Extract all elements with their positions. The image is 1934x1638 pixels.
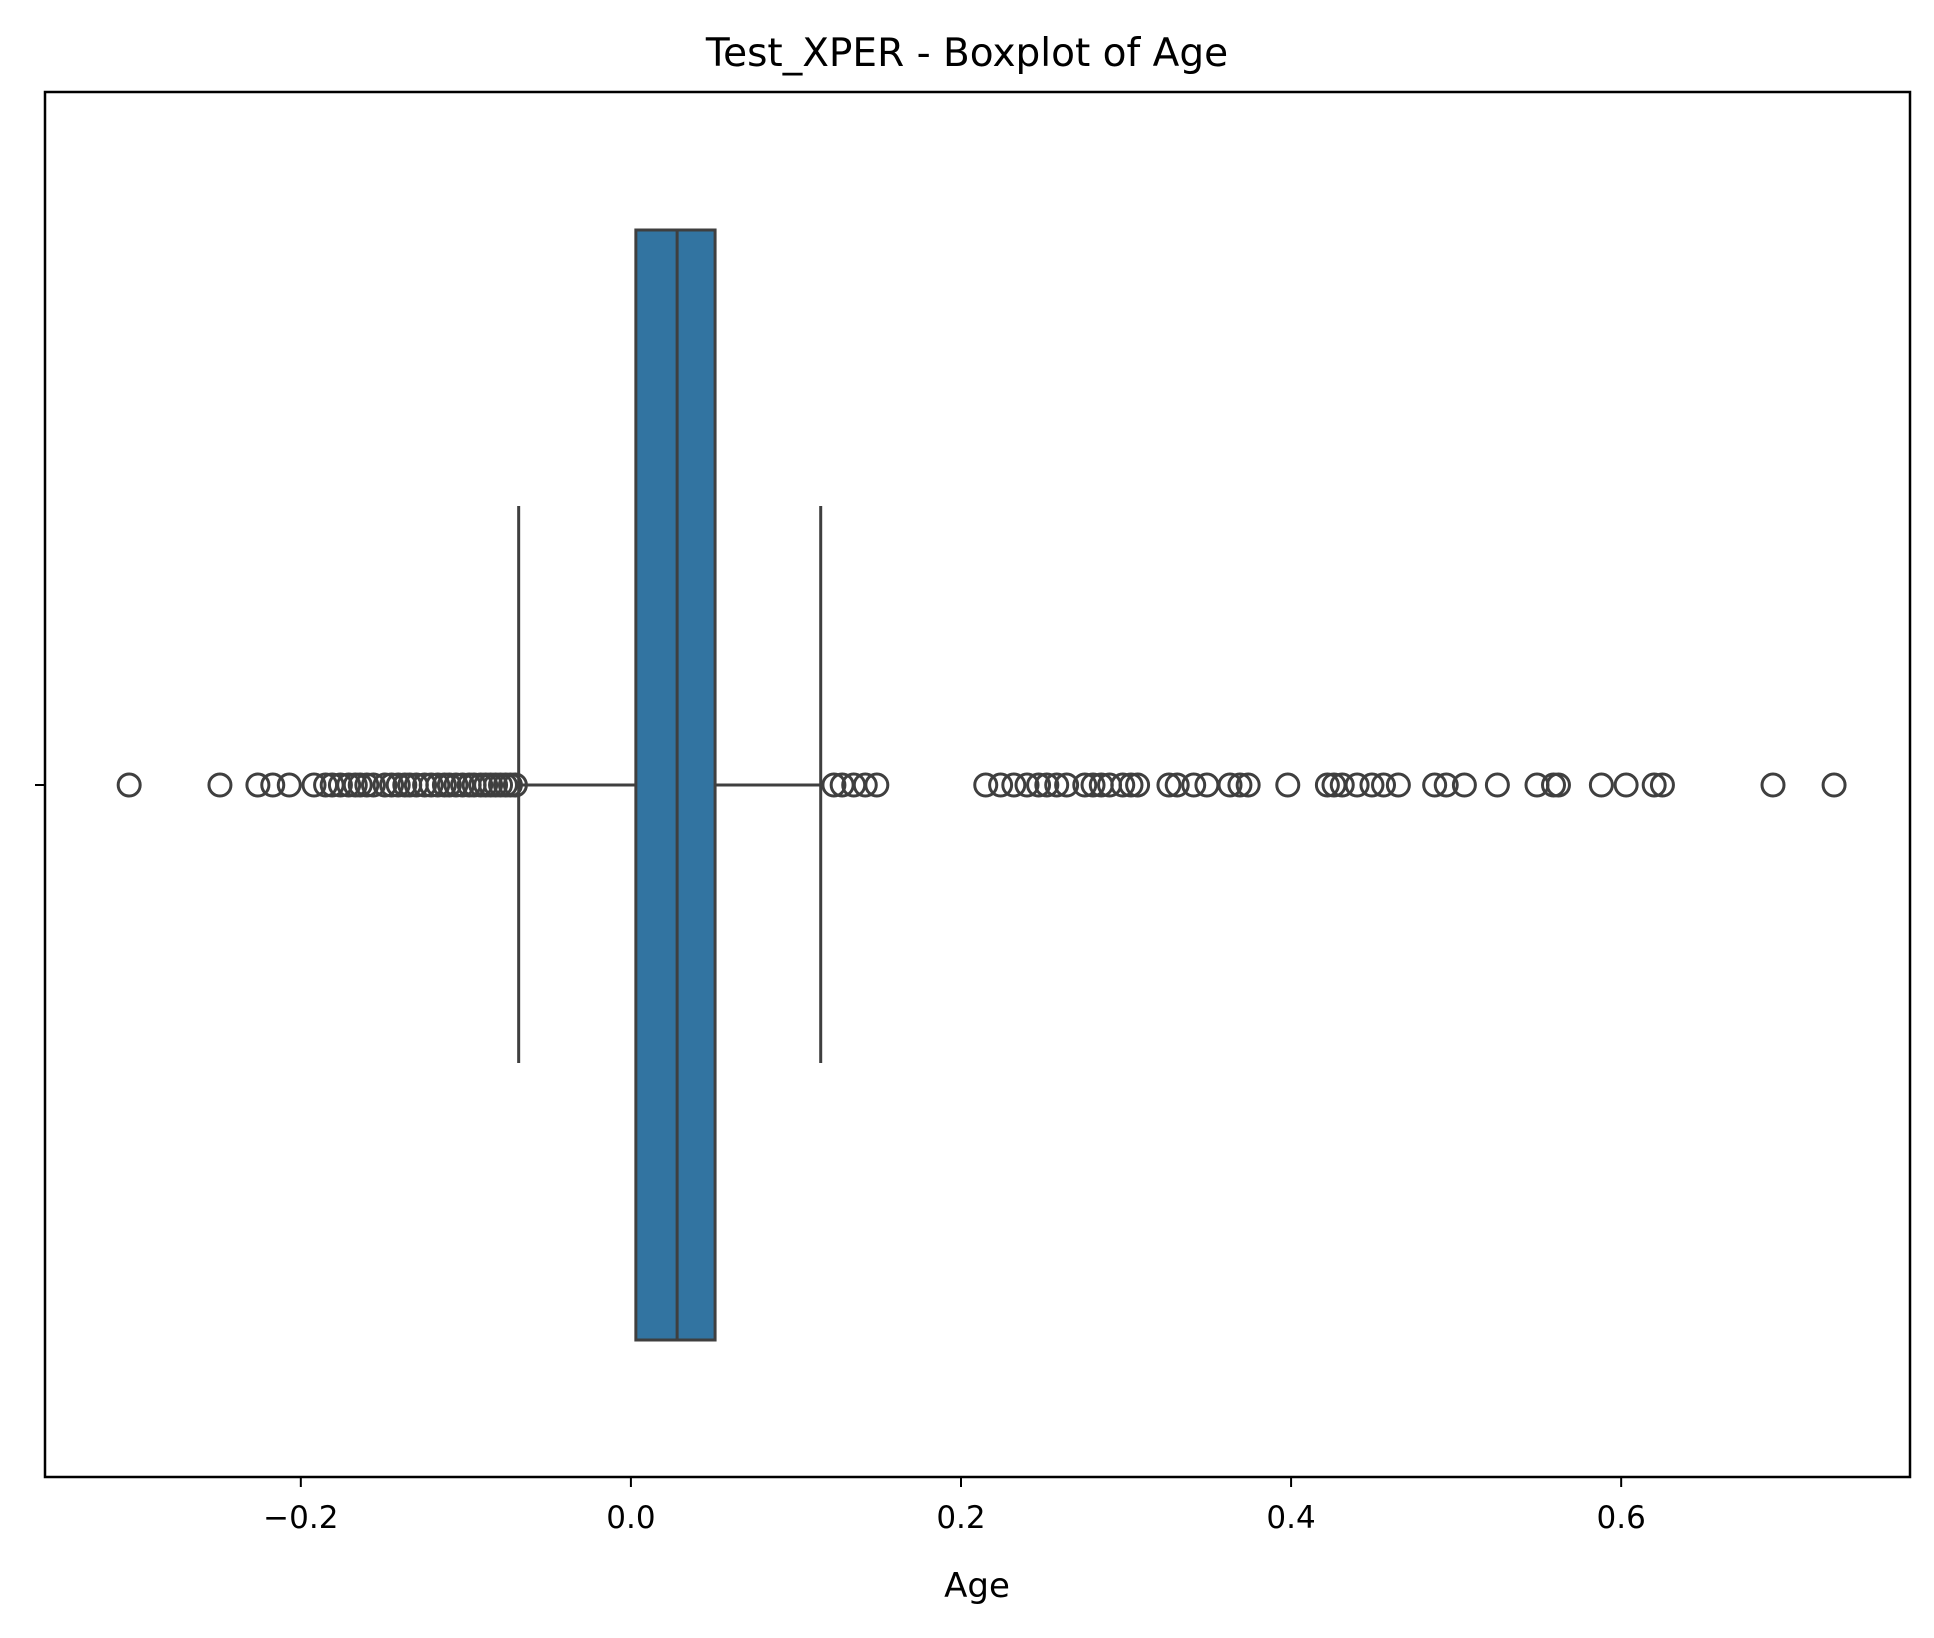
outlier-point	[973, 772, 999, 798]
outlier-point	[1545, 772, 1571, 798]
outlier-point	[372, 772, 398, 798]
outlier-point	[360, 772, 386, 798]
outlier-point	[347, 772, 373, 798]
outlier-point	[1314, 772, 1340, 798]
outlier-point	[276, 772, 302, 798]
outlier-point	[1371, 772, 1397, 798]
x-tick-label: 0.0	[606, 1500, 655, 1536]
outlier-point	[988, 772, 1014, 798]
outlier-point	[245, 772, 271, 798]
outlier-point	[821, 772, 847, 798]
outlier-point	[1275, 772, 1301, 798]
outlier-point	[1125, 772, 1151, 798]
outlier-point	[418, 772, 444, 798]
outlier-point	[1034, 772, 1060, 798]
x-tick-label: −0.2	[263, 1500, 338, 1536]
outlier-point	[1217, 772, 1243, 798]
outlier-point	[1588, 772, 1614, 798]
outlier-point	[207, 772, 233, 798]
outlier-point	[425, 772, 451, 798]
outlier-point	[1649, 772, 1675, 798]
outlier-point	[1054, 772, 1080, 798]
outlier-point	[1484, 772, 1510, 798]
outlier-point	[1385, 772, 1411, 798]
outlier-point	[385, 772, 411, 798]
outlier-point	[116, 772, 142, 798]
outlier-point	[1164, 772, 1190, 798]
outlier-point	[1014, 772, 1040, 798]
outlier-point	[1110, 772, 1136, 798]
outlier-point	[1641, 772, 1667, 798]
outlier-point	[1044, 772, 1070, 798]
outlier-point	[436, 772, 462, 798]
outlier-point	[354, 772, 380, 798]
x-tick-label: 0.4	[1266, 1500, 1315, 1536]
outlier-point	[864, 772, 890, 798]
outlier-point	[1080, 772, 1106, 798]
x-tick-label: 0.6	[1597, 1500, 1646, 1536]
outlier-point	[1422, 772, 1448, 798]
x-axis-label: Age	[944, 1566, 1010, 1606]
outlier-point	[502, 772, 528, 798]
outlier-point	[327, 772, 353, 798]
outlier-point	[1235, 772, 1261, 798]
outlier-point	[1227, 772, 1253, 798]
outlier-point	[1359, 772, 1385, 798]
iqr-box	[634, 228, 717, 1342]
outlier-point	[301, 772, 327, 798]
outlier-point	[379, 772, 405, 798]
outlier-point	[1156, 772, 1182, 798]
outlier-point	[1821, 772, 1847, 798]
outlier-point	[412, 772, 438, 798]
outlier-point	[1329, 772, 1355, 798]
outlier-point	[1613, 772, 1639, 798]
outlier-point	[260, 772, 286, 798]
outlier-point	[1118, 772, 1144, 798]
outlier-point	[1072, 772, 1098, 798]
x-tick-label: 0.2	[936, 1500, 985, 1536]
outlier-point	[1001, 772, 1027, 798]
outlier-point	[443, 772, 469, 798]
outlier-point	[1026, 772, 1052, 798]
outlier-point	[1344, 772, 1370, 798]
chart-title: Test_XPER - Boxplot of Age	[705, 31, 1228, 76]
outlier-point	[1433, 772, 1459, 798]
outlier-point	[1451, 772, 1477, 798]
outlier-point	[1760, 772, 1786, 798]
x-axis-ticks: −0.2 0.0 0.2 0.4 0.6	[263, 1477, 1646, 1536]
outlier-point	[1181, 772, 1207, 798]
outlier-point	[852, 772, 878, 798]
outlier-point	[336, 772, 362, 798]
plot-area	[116, 228, 1847, 1342]
